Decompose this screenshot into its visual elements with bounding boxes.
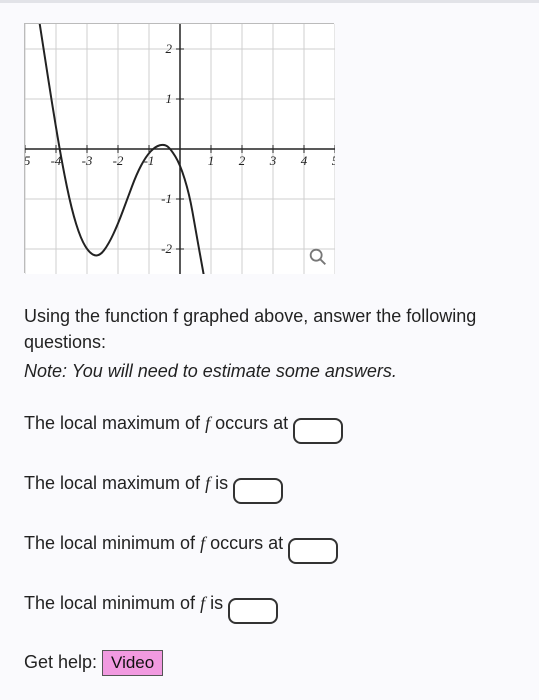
question-local-min-is: The local minimum of f is	[24, 590, 515, 624]
svg-text:-1: -1	[161, 191, 172, 206]
svg-text:-1: -1	[144, 153, 155, 168]
svg-text:-3: -3	[82, 153, 93, 168]
intro-before: Using the function	[24, 306, 173, 326]
help-line: Get help: Video	[24, 650, 515, 676]
magnify-icon[interactable]	[307, 246, 329, 268]
q1-after: occurs at	[210, 413, 293, 433]
q4-before: The local minimum of	[24, 593, 200, 613]
intro-text: Using the function f graphed above, answ…	[24, 303, 515, 355]
q3-after: occurs at	[205, 533, 288, 553]
chart-svg: -5-4-3-2-11234521-1-2	[25, 24, 335, 274]
svg-text:5: 5	[332, 153, 335, 168]
svg-text:-2: -2	[161, 241, 172, 256]
svg-text:-2: -2	[113, 153, 124, 168]
svg-text:2: 2	[166, 41, 173, 56]
note-text: Note: You will need to estimate some ans…	[24, 361, 515, 382]
q2-before: The local maximum of	[24, 473, 205, 493]
function-graph: -5-4-3-2-11234521-1-2	[24, 23, 334, 273]
question-local-min-at: The local minimum of f occurs at	[24, 530, 515, 564]
q2-after: is	[210, 473, 233, 493]
answer-local-max-at[interactable]	[293, 418, 343, 444]
svg-text:1: 1	[208, 153, 215, 168]
answer-local-min-is[interactable]	[228, 598, 278, 624]
svg-text:3: 3	[269, 153, 277, 168]
answer-local-min-at[interactable]	[288, 538, 338, 564]
video-button[interactable]: Video	[102, 650, 163, 676]
question-local-max-is: The local maximum of f is	[24, 470, 515, 504]
answer-local-max-is[interactable]	[233, 478, 283, 504]
svg-text:2: 2	[239, 153, 246, 168]
q1-before: The local maximum of	[24, 413, 205, 433]
question-local-max-at: The local maximum of f occurs at	[24, 410, 515, 444]
svg-text:4: 4	[301, 153, 308, 168]
help-label: Get help:	[24, 652, 102, 672]
q4-after: is	[205, 593, 228, 613]
svg-text:1: 1	[166, 91, 173, 106]
svg-text:-5: -5	[25, 153, 31, 168]
q3-before: The local minimum of	[24, 533, 200, 553]
